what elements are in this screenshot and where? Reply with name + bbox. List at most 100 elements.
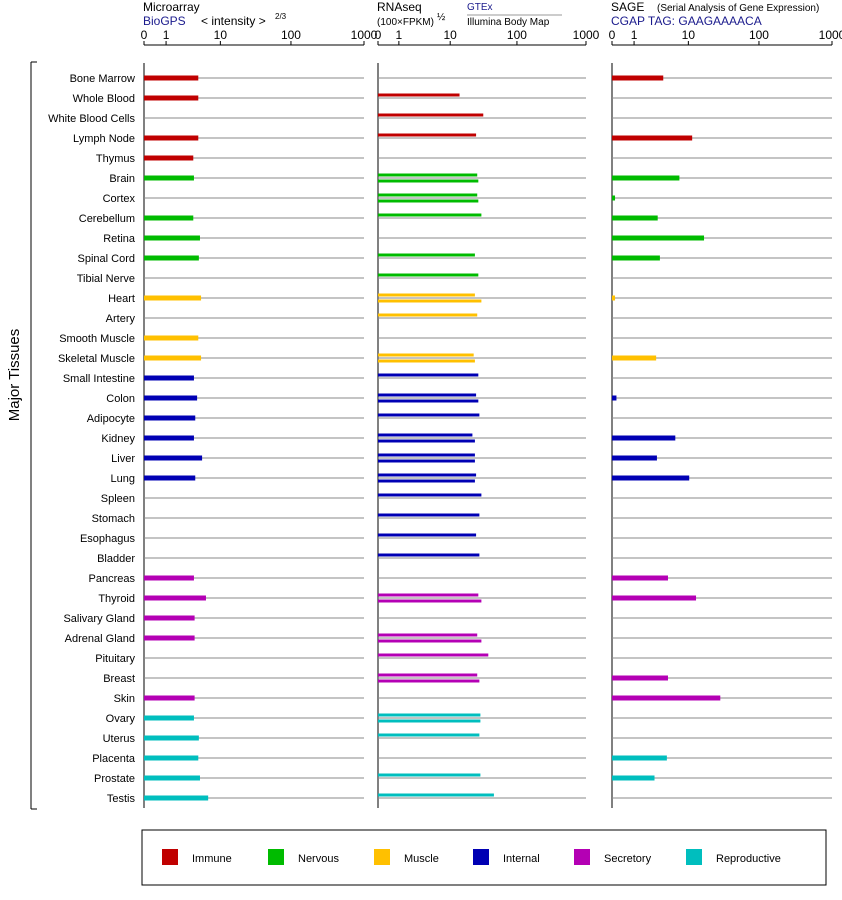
legend-swatch xyxy=(574,849,590,865)
rnaseq-gtex-link[interactable]: GTEx xyxy=(467,2,493,13)
tissue-label: Adipocyte xyxy=(87,413,135,425)
tissue-label: Heart xyxy=(108,293,135,305)
tissue-label: Lung xyxy=(111,473,135,485)
tissue-label: Lymph Node xyxy=(73,133,135,145)
tissue-labels: Bone Marrow Whole Blood White Blood Cells L… xyxy=(48,73,136,805)
legend-swatch xyxy=(473,849,489,865)
legend-label: Internal xyxy=(503,853,540,865)
tissue-label: Spinal Cord xyxy=(78,253,135,265)
microarray-bar xyxy=(144,715,194,721)
rnaseq-ibm-bar xyxy=(378,399,479,403)
microarray-bar xyxy=(144,695,195,701)
sage-tick-label: 0 xyxy=(609,28,616,42)
rnaseq-ibm-bar xyxy=(378,179,479,183)
tissue-label: Small Intestine xyxy=(63,373,135,385)
sage-bar xyxy=(612,215,658,221)
rnaseq-gtex-bar xyxy=(378,193,478,197)
sage-bar xyxy=(612,575,668,581)
rnaseq-ibm-bar xyxy=(378,359,475,363)
rnaseq-gtex-bar xyxy=(378,673,478,677)
microarray-bar xyxy=(144,155,194,161)
legend-swatch xyxy=(268,849,284,865)
rnaseq-ibm-bar xyxy=(378,679,480,683)
sage-bar xyxy=(612,475,690,481)
rnaseq-ibm-bar xyxy=(378,773,481,777)
rnaseq-gtex-bar xyxy=(378,453,475,457)
rnaseq-ibm-bar xyxy=(378,199,479,203)
tissue-label: White Blood Cells xyxy=(48,113,135,125)
sage-bar xyxy=(612,175,680,181)
microarray-unit-exponent: 2/3 xyxy=(275,12,287,21)
rnaseq-gtex-bar xyxy=(378,433,473,437)
y-axis-label: Major Tissues xyxy=(6,329,23,422)
tissue-label: Bladder xyxy=(97,553,135,565)
rnaseq-gtex-bar xyxy=(378,593,479,597)
rnaseq-ibm-bar xyxy=(378,459,475,463)
tissue-bracket xyxy=(30,61,37,810)
sage-bar xyxy=(612,455,657,461)
microarray-bar xyxy=(144,215,194,221)
legend-label: Muscle xyxy=(404,853,439,865)
tissue-label: Adrenal Gland xyxy=(65,633,135,645)
microarray-bar xyxy=(144,135,199,141)
tissue-label: Stomach xyxy=(92,513,135,525)
sage-bar xyxy=(612,695,721,701)
panels: 011010010000110100100001101001000 xyxy=(141,28,842,808)
rnaseq-gtex-bar xyxy=(378,393,477,397)
microarray-bar xyxy=(144,95,199,101)
rnaseq-ibm-bar xyxy=(378,719,481,723)
tissue-label: Testis xyxy=(107,793,136,805)
rnaseq-ibm-bar xyxy=(378,793,494,797)
rnaseq-gtex-bar xyxy=(378,633,478,637)
rnaseq-ibm-bar xyxy=(378,299,482,303)
sage-bar xyxy=(612,675,668,681)
microarray-bar xyxy=(144,335,199,341)
microarray-bar xyxy=(144,235,200,241)
rnaseq-ibm-bar xyxy=(378,93,460,97)
rnaseq-unit: (100×FPKM) xyxy=(377,17,434,28)
rnaseq-ibm-bar xyxy=(378,133,477,137)
rnaseq-ibm-bar xyxy=(378,493,482,497)
sage-tag-link[interactable]: CGAP TAG: GAAGAAAACA xyxy=(611,14,762,28)
legend-swatch xyxy=(686,849,702,865)
rnaseq-ibm-bar xyxy=(378,479,475,483)
tissue-label: Breast xyxy=(103,673,135,685)
microarray-bar xyxy=(144,795,209,801)
tissue-label: Skeletal Muscle xyxy=(58,353,135,365)
rnaseq-ibm-bar xyxy=(378,533,477,537)
rnaseq-ibm-bar xyxy=(378,553,480,557)
rnaseq-gtex-bar xyxy=(378,353,474,357)
tissue-label: Kidney xyxy=(101,433,135,445)
tissue-label: Spleen xyxy=(101,493,135,505)
rnaseq-title: RNAseq xyxy=(377,0,422,14)
rnaseq-gtex-bar xyxy=(378,473,477,477)
rnaseq-ibm-bar xyxy=(378,439,475,443)
rnaseq-tick-label: 100 xyxy=(507,28,527,42)
microarray-bar xyxy=(144,595,206,601)
tissue-label: Ovary xyxy=(106,713,136,725)
microarray-unit: < intensity > xyxy=(201,14,266,28)
sage-bar xyxy=(612,775,655,781)
sage-bar xyxy=(612,235,705,241)
microarray-tick-label: 100 xyxy=(281,28,301,42)
legend-label: Secretory xyxy=(604,853,652,865)
tissue-label: Liver xyxy=(111,453,135,465)
microarray-tick-label: 1 xyxy=(163,28,170,42)
bars xyxy=(144,75,721,801)
tissue-label: Colon xyxy=(106,393,135,405)
microarray-bar xyxy=(144,455,203,461)
rnaseq-tick-label: 0 xyxy=(375,28,382,42)
rnaseq-tick-label: 1 xyxy=(396,28,403,42)
rnaseq-gtex-bar xyxy=(378,713,481,717)
legend-box xyxy=(141,829,827,886)
microarray-bar xyxy=(144,435,194,441)
microarray-source-link[interactable]: BioGPS xyxy=(143,14,186,28)
rnaseq-gtex-bar xyxy=(378,373,479,377)
tissue-label: Cortex xyxy=(103,193,136,205)
microarray-tick-label: 1000 xyxy=(351,28,378,42)
sage-bar xyxy=(612,355,657,361)
tissue-label: Smooth Muscle xyxy=(59,333,135,345)
sage-bar xyxy=(612,395,617,401)
sage-bar xyxy=(612,255,660,261)
